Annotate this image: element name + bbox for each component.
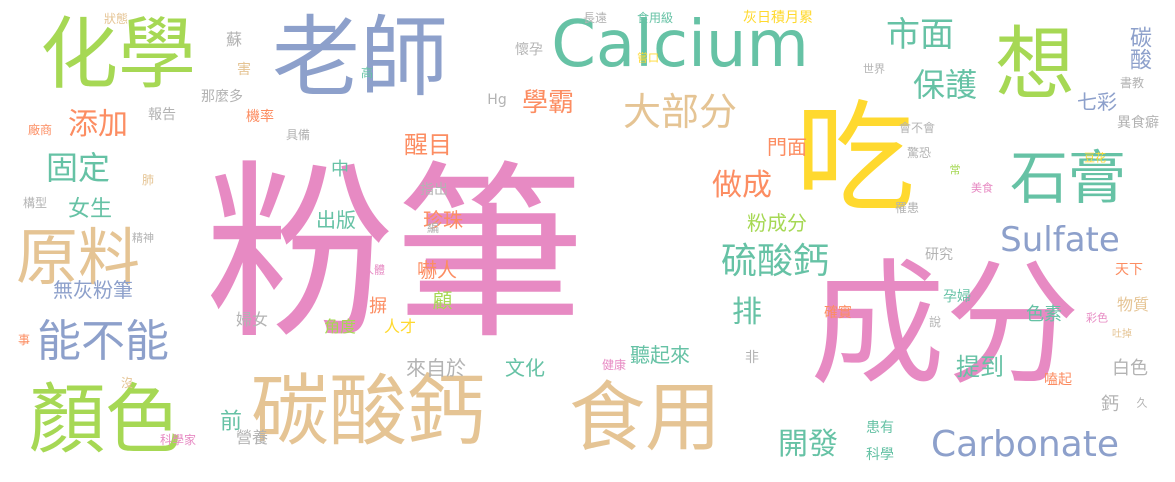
word: 角度 xyxy=(323,317,357,336)
word: 市面 xyxy=(886,15,954,55)
word: 出版 xyxy=(316,208,356,232)
word: 老師 xyxy=(271,6,449,109)
word: 科學家 xyxy=(159,433,197,447)
word: 廠商 xyxy=(27,123,53,137)
word: 人體 xyxy=(363,263,385,277)
word: 沒 xyxy=(120,376,134,390)
word: 鈣 xyxy=(1101,394,1119,415)
word: 編 xyxy=(426,221,440,235)
word: 添加 xyxy=(68,107,128,142)
word: 書教 xyxy=(1119,76,1145,90)
word: 顧 xyxy=(429,290,453,310)
word: 機率 xyxy=(246,109,274,125)
word: 粉成分 xyxy=(747,211,807,235)
word: 嘗口 xyxy=(637,51,659,65)
word: 原料 xyxy=(15,221,141,294)
word: 罹患 xyxy=(894,201,920,215)
word: 嗑起 xyxy=(1044,372,1072,388)
word: 提到 xyxy=(956,353,1004,381)
word: 人才 xyxy=(383,317,417,336)
word: 食用 xyxy=(569,373,721,462)
word: Sulfate xyxy=(1000,220,1120,260)
word: 想 xyxy=(995,18,1075,111)
word: 孕婦 xyxy=(943,289,971,305)
word: 石膏 xyxy=(1009,144,1127,212)
word: 狀態 xyxy=(103,12,129,26)
word: 珍珠 xyxy=(423,208,463,232)
word: 高 xyxy=(360,66,374,80)
word: 懷孕 xyxy=(515,42,543,58)
word: 碳酸鈣 xyxy=(250,367,486,457)
word: 食用級 xyxy=(636,11,674,25)
word: Carbonate xyxy=(930,424,1120,465)
word: 前 xyxy=(216,409,241,431)
word: 碳酸 xyxy=(1126,26,1151,70)
word: 非 xyxy=(745,350,759,366)
word: 世界 xyxy=(863,62,885,76)
word: 說 xyxy=(928,315,942,329)
word: 肺 xyxy=(141,173,155,187)
word: 科學 xyxy=(866,447,894,463)
word: 色素 xyxy=(1026,304,1062,325)
word: Hg xyxy=(487,92,507,108)
word: 灰日積月累 xyxy=(743,10,813,26)
word: 美食 xyxy=(971,181,993,195)
word: Calcium xyxy=(551,8,809,82)
word: 門面 xyxy=(767,135,807,159)
word: 吃 xyxy=(795,90,915,229)
word: 中 xyxy=(331,159,349,180)
word: 蘇 xyxy=(225,30,243,49)
word: 報告 xyxy=(148,107,176,123)
word: 成分 xyxy=(810,246,1080,404)
word: 豆花 xyxy=(1084,151,1106,165)
word: 常 xyxy=(949,163,961,177)
word: 長遠 xyxy=(582,11,608,25)
word: 顏色 xyxy=(29,375,181,464)
word: 學霸 xyxy=(521,88,575,118)
word: 構型 xyxy=(22,196,48,210)
word: 化學 xyxy=(39,10,197,100)
word: 來自於 xyxy=(406,356,466,380)
word: 吐掉 xyxy=(1112,329,1132,340)
word: 健康 xyxy=(601,358,627,372)
word: 會不會 xyxy=(898,121,936,135)
word: 指出 xyxy=(420,182,448,198)
word: 嚇人 xyxy=(417,258,457,282)
word: 醒目 xyxy=(404,131,452,159)
word: 做成 xyxy=(712,168,772,203)
word: 開發 xyxy=(778,427,838,462)
word: 害 xyxy=(237,62,251,78)
word: 摒 xyxy=(366,296,387,314)
word: 久 xyxy=(1136,396,1148,410)
word: 無灰粉筆 xyxy=(53,278,133,302)
word: 保護 xyxy=(912,66,978,104)
word: 七彩 xyxy=(1077,90,1117,114)
word: 聽起來 xyxy=(630,343,690,367)
word: 硫酸鈣 xyxy=(720,241,830,282)
word: 能不能 xyxy=(37,316,169,367)
word: 文化 xyxy=(505,356,545,380)
word: 事 xyxy=(17,333,31,347)
word: 女生 xyxy=(67,197,113,222)
word: 患有 xyxy=(866,420,894,436)
word: 物質 xyxy=(1116,295,1150,314)
word: 那麼多 xyxy=(201,89,243,105)
word: 天下 xyxy=(1115,262,1143,278)
word: 具備 xyxy=(285,128,311,142)
word: 固定 xyxy=(45,149,111,187)
word: 營養 xyxy=(235,428,269,447)
word: 異食癖 xyxy=(1117,115,1159,131)
word: 精神 xyxy=(132,231,154,245)
word: 驚恐 xyxy=(906,146,932,160)
word: 大部分 xyxy=(622,90,738,134)
word: 確實 xyxy=(824,305,852,321)
word: 研究 xyxy=(925,247,953,263)
word: 排 xyxy=(732,295,762,330)
word: 白色 xyxy=(1112,358,1148,379)
word: 婦女 xyxy=(235,310,269,329)
word: 粉筆 xyxy=(204,144,586,365)
word: 彩色 xyxy=(1086,311,1108,325)
